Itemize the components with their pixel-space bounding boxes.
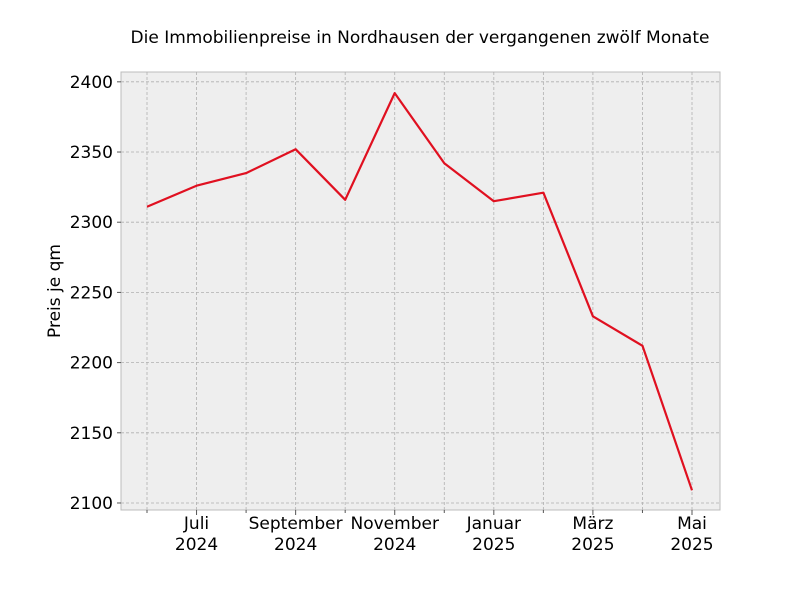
y-tick-label: 2100	[70, 494, 113, 514]
y-axis-label: Preis je qm	[45, 244, 65, 338]
x-axis: Juli2024September2024November2024Januar2…	[146, 510, 714, 555]
x-tick-label: Juli	[183, 514, 209, 534]
x-tick-label-year: 2024	[274, 535, 317, 555]
x-tick-label-year: 2024	[373, 535, 416, 555]
x-tick-label-year: 2025	[571, 535, 614, 555]
y-tick-label: 2250	[70, 283, 113, 303]
plot-area	[120, 71, 721, 511]
x-tick-label-year: 2025	[670, 535, 713, 555]
x-tick-label: Januar	[466, 514, 521, 534]
series-line	[146, 91, 694, 491]
x-tick-label-year: 2025	[472, 535, 515, 555]
x-tick-label: März	[572, 514, 613, 534]
x-tick-label-year: 2024	[175, 535, 218, 555]
grid-lines	[121, 72, 720, 510]
x-tick-label: Mai	[677, 514, 707, 534]
series-layer	[146, 91, 694, 491]
chart-title: Die Immobilienpreise in Nordhausen der v…	[131, 28, 710, 48]
y-tick-label: 2200	[70, 354, 113, 374]
y-tick-label: 2150	[70, 424, 113, 444]
x-tick-label: November	[351, 514, 439, 534]
y-tick-label: 2400	[70, 73, 113, 93]
x-tick-label: September	[249, 514, 343, 534]
y-tick-label: 2350	[70, 143, 113, 163]
y-axis: 2100 2150 2200 2250 2300 2350 2400	[70, 73, 121, 514]
y-tick-label: 2300	[70, 213, 113, 233]
